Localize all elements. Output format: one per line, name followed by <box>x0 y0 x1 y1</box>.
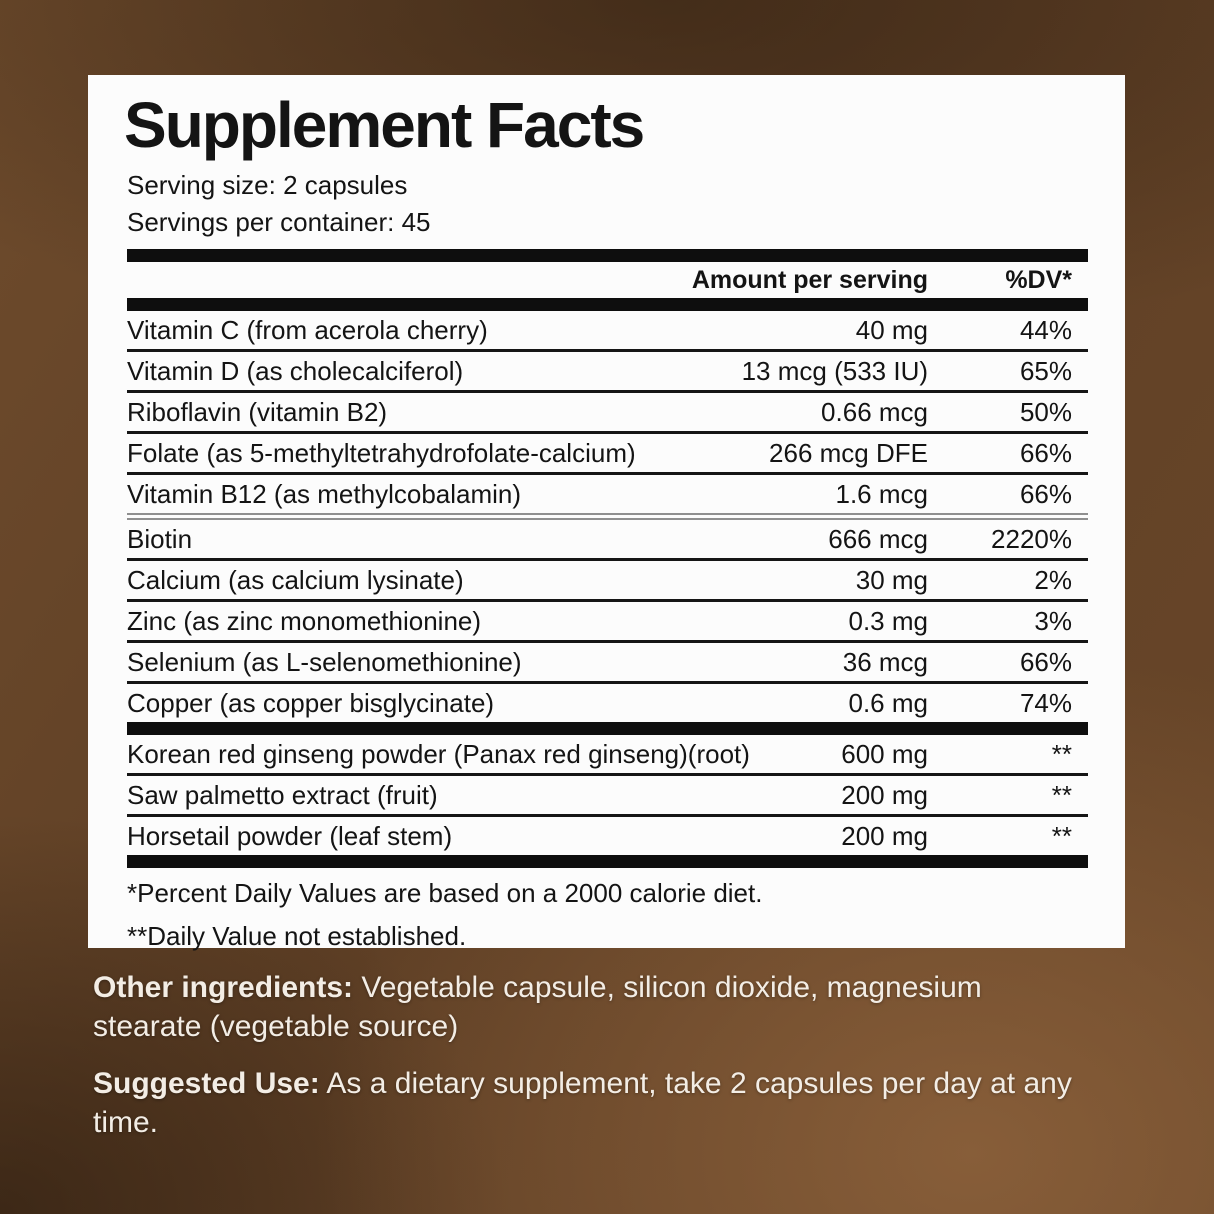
servings-per-container: Servings per container: 45 <box>127 207 431 237</box>
botanical-name: Horsetail powder (leaf stem) <box>127 821 453 851</box>
botanical-dv: ** <box>1051 821 1072 851</box>
nutrient-dv: 66% <box>1019 479 1072 509</box>
table-row: Zinc (as zinc monomethionine) 0.3 mg 3% <box>127 602 1088 643</box>
table-row: Vitamin C (from acerola cherry) 40 mg 44… <box>127 311 1088 352</box>
botanical-amount: 600 mg <box>841 739 928 769</box>
nutrient-dv: 65% <box>1019 356 1072 386</box>
nutrient-name: Vitamin D (as cholecalciferol) <box>127 356 464 386</box>
nutrient-name: Selenium (as L-selenomethionine) <box>127 647 522 677</box>
nutrient-name: Copper (as copper bisglycinate) <box>127 688 495 718</box>
nutrient-name: Vitamin C (from acerola cherry) <box>127 315 488 345</box>
nutrient-name: Biotin <box>127 524 193 554</box>
botanical-dv: ** <box>1051 739 1072 769</box>
footnote-percent-dv: *Percent Daily Values are based on a 200… <box>127 878 763 908</box>
nutrient-amount: 0.66 mcg <box>821 397 928 427</box>
label-extra-info: Other ingredients: Vegetable capsule, si… <box>93 968 1093 1160</box>
divider-bar-botanicals <box>127 722 1088 735</box>
header-spacer <box>127 262 692 298</box>
botanical-dv: ** <box>1051 780 1072 810</box>
botanical-amount: 200 mg <box>841 821 928 851</box>
table-row: Horsetail powder (leaf stem) 200 mg ** <box>127 817 1088 855</box>
nutrient-dv: 66% <box>1019 647 1072 677</box>
other-ingredients-label: Other ingredients: <box>93 971 354 1004</box>
nutrient-name: Riboflavin (vitamin B2) <box>127 397 388 427</box>
serving-size: Serving size: 2 capsules <box>127 170 408 200</box>
nutrient-amount: 266 mcg DFE <box>769 438 928 468</box>
divider-bar-bottom <box>127 855 1088 868</box>
table-row: Riboflavin (vitamin B2) 0.66 mcg 50% <box>127 393 1088 434</box>
nutrient-dv: 44% <box>1019 315 1072 345</box>
table-header-row: Amount per serving %DV* <box>127 262 1088 298</box>
nutrient-name: Folate (as 5-methyltetrahydrofolate-calc… <box>127 438 636 468</box>
nutrient-amount: 0.3 mg <box>848 606 929 636</box>
table-row: Saw palmetto extract (fruit) 200 mg ** <box>127 776 1088 817</box>
other-ingredients-text: Vegetable capsule, silicon dioxide, magn… <box>93 971 982 1043</box>
table-row: Vitamin B12 (as methylcobalamin) 1.6 mcg… <box>127 475 1088 520</box>
nutrient-dv: 66% <box>1019 438 1072 468</box>
nutrient-name: Vitamin B12 (as methylcobalamin) <box>127 479 522 509</box>
nutrient-name: Zinc (as zinc monomethionine) <box>127 606 482 636</box>
nutrient-dv: 74% <box>1019 688 1072 718</box>
botanical-amount: 200 mg <box>841 780 928 810</box>
nutrient-amount: 13 mcg (533 IU) <box>741 356 928 386</box>
nutrient-amount: 30 mg <box>855 565 928 595</box>
nutrient-dv: 3% <box>1034 606 1072 636</box>
supplement-facts-panel: Supplement Facts Serving size: 2 capsule… <box>88 75 1125 951</box>
percent-dv-header: %DV* <box>1005 266 1072 294</box>
botanical-name: Korean red ginseng powder (Panax red gin… <box>127 739 750 769</box>
nutrient-amount: 40 mg <box>855 315 928 345</box>
divider-bar-top <box>127 249 1088 262</box>
suggested-use: Suggested Use: As a dietary supplement, … <box>93 1064 1093 1142</box>
table-row: Folate (as 5-methyltetrahydrofolate-calc… <box>127 434 1088 475</box>
table-row: Vitamin D (as cholecalciferol) 13 mcg (5… <box>127 352 1088 393</box>
amount-per-serving-header: Amount per serving <box>691 266 928 294</box>
nutrient-name: Calcium (as calcium lysinate) <box>127 565 464 595</box>
botanical-name: Saw palmetto extract (fruit) <box>127 780 438 810</box>
other-ingredients: Other ingredients: Vegetable capsule, si… <box>93 968 1093 1046</box>
suggested-use-text: As a dietary supplement, take 2 capsules… <box>93 1067 1072 1139</box>
table-row: Biotin 666 mcg 2220% <box>127 520 1088 561</box>
footnote-dv-not-established: **Daily Value not established. <box>127 921 467 951</box>
nutrient-amount: 666 mcg <box>828 524 928 554</box>
nutrient-amount: 0.6 mg <box>848 688 929 718</box>
nutrient-amount: 1.6 mcg <box>835 479 929 509</box>
nutrient-amount: 36 mcg <box>842 647 928 677</box>
nutrient-dv: 50% <box>1019 397 1072 427</box>
divider-bar-header <box>127 298 1088 311</box>
panel-title: Supplement Facts <box>124 89 645 161</box>
table-row: Korean red ginseng powder (Panax red gin… <box>127 735 1088 776</box>
nutrient-dv: 2220% <box>991 524 1072 554</box>
table-row: Selenium (as L-selenomethionine) 36 mcg … <box>127 643 1088 684</box>
table-row: Copper (as copper bisglycinate) 0.6 mg 7… <box>127 684 1088 722</box>
nutrient-dv: 2% <box>1034 565 1072 595</box>
suggested-use-label: Suggested Use: <box>93 1067 320 1100</box>
table-row: Calcium (as calcium lysinate) 30 mg 2% <box>127 561 1088 602</box>
